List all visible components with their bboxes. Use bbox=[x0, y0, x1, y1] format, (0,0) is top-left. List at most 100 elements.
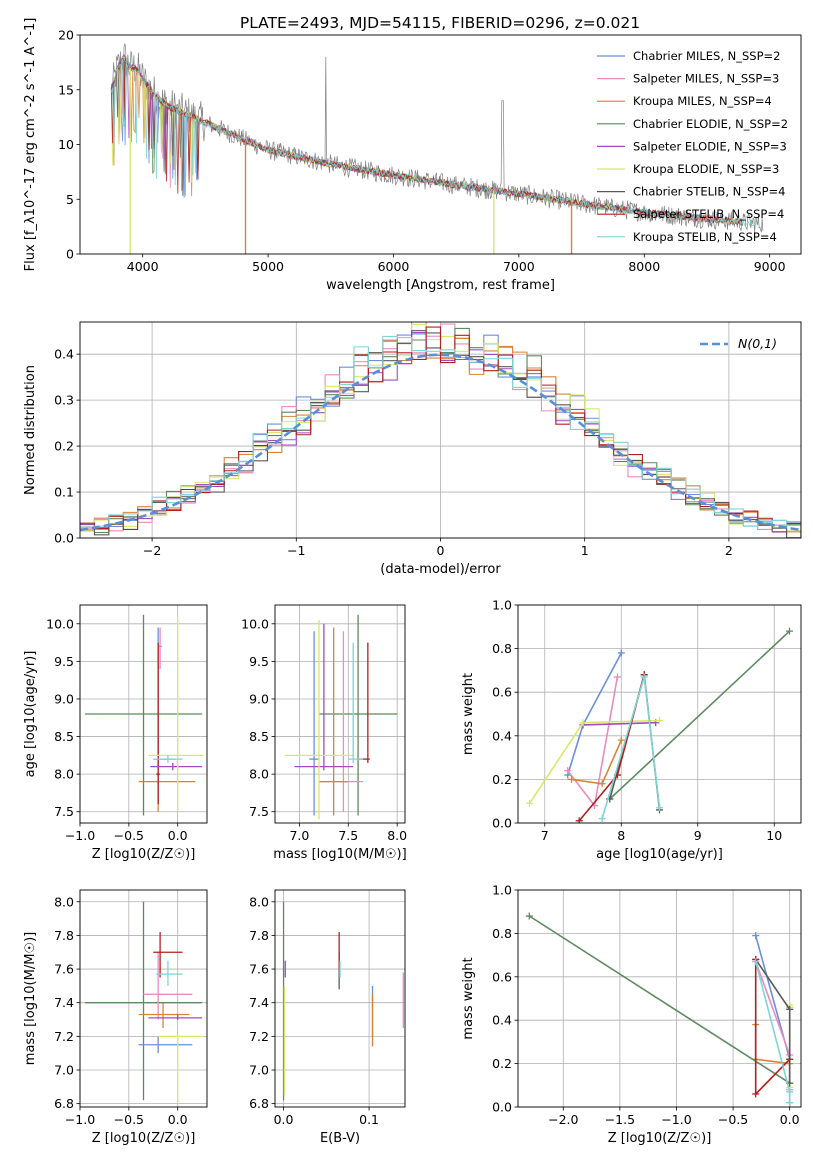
x-axis-label: age [log10(age/yr)] bbox=[596, 847, 723, 862]
x-axis-label: Z [log10(Z/Z☉)] bbox=[92, 847, 196, 862]
x-tick-label: 5000 bbox=[252, 259, 284, 274]
y-tick-label: 7.8 bbox=[249, 928, 269, 943]
data-marker bbox=[752, 958, 760, 966]
x-tick-label: −1.0 bbox=[65, 828, 95, 843]
panel-mass-vs-Z: −1.0 −0.5 0.0 6.8 7.0 7.2 7.4 7.6 7.8 8.0 Z [log10… bbox=[23, 889, 208, 1146]
data-marker bbox=[786, 627, 794, 635]
x-tick-label: 8000 bbox=[628, 259, 660, 274]
x-tick-label: 7.5 bbox=[338, 828, 358, 843]
histogram-series-8 bbox=[80, 335, 801, 528]
errorbar-point bbox=[348, 642, 363, 763]
plot-area bbox=[525, 627, 794, 823]
x-tick-label: 0.0 bbox=[168, 828, 188, 843]
legend-label: Salpeter MILES, N_SSP=3 bbox=[633, 72, 779, 86]
y-tick-label: 7.4 bbox=[249, 995, 269, 1010]
massweight-line-8 bbox=[754, 961, 791, 1103]
data-marker bbox=[752, 932, 760, 940]
y-tick-label: 6.8 bbox=[249, 1096, 269, 1111]
data-marker bbox=[568, 775, 576, 783]
axes-frame bbox=[79, 889, 208, 1108]
x-tick-label: 7 bbox=[541, 828, 549, 843]
y-tick-label: 0.2 bbox=[54, 439, 74, 454]
data-marker bbox=[656, 804, 663, 812]
x-tick-label: −1.0 bbox=[661, 1112, 691, 1127]
errorbar-point bbox=[153, 627, 176, 805]
plot-area bbox=[284, 614, 398, 820]
x-tick-label: −0.5 bbox=[718, 1112, 748, 1127]
data-marker bbox=[613, 673, 621, 681]
model-line-8 bbox=[110, 56, 758, 227]
errorbar-point bbox=[318, 614, 398, 816]
y-axis-label: age [log10(age/yr)] bbox=[23, 651, 38, 778]
y-tick-label: 9.0 bbox=[54, 691, 74, 706]
x-tick-label: −2 bbox=[143, 543, 161, 558]
y-tick-label: 10 bbox=[58, 137, 74, 152]
figure-panels: 4000 5000 6000 7000 8000 900005101520waveleng… bbox=[23, 18, 802, 1146]
axes-frame bbox=[274, 889, 406, 1108]
errorbar-point bbox=[318, 627, 349, 816]
panel-age-vs-Z: −1.0 −0.5 0.0 7.5 8.0 8.5 9.0 9.5 10.0 Z [log10(Z… bbox=[23, 604, 208, 862]
y-tick-label: 20 bbox=[58, 28, 74, 43]
x-tick-label: 6000 bbox=[378, 259, 410, 274]
axes-frame bbox=[79, 604, 208, 824]
y-tick-label: 0.2 bbox=[492, 1056, 512, 1071]
data-marker bbox=[525, 912, 533, 920]
y-tick-label: 7.6 bbox=[249, 962, 269, 977]
errorbar-point bbox=[84, 901, 203, 1101]
y-tick-label: 0.6 bbox=[492, 685, 512, 700]
errorbar-point bbox=[158, 627, 163, 669]
y-tick-label: 1.0 bbox=[492, 883, 512, 898]
panel-residuals: −2 −1 0 1 2 0.0 0.1 0.2 0.3 0.4 (data-model)/error… bbox=[23, 321, 802, 577]
data-marker bbox=[617, 736, 625, 744]
x-tick-label: 0.0 bbox=[780, 1112, 800, 1127]
x-axis-label: mass [log10(M/M☉)] bbox=[273, 847, 406, 862]
histogram-series-0 bbox=[80, 333, 801, 537]
y-tick-label: 0.0 bbox=[492, 816, 512, 831]
y-tick-label: 1.0 bbox=[492, 598, 512, 613]
x-tick-label: −1 bbox=[287, 543, 305, 558]
y-axis-label: Normed distribution bbox=[23, 365, 38, 495]
data-marker bbox=[579, 719, 587, 727]
panel-massweight-vs-age: 7 8 9 10 0.0 0.2 0.4 0.6 0.8 1.0 age [log10(age/yr… bbox=[461, 598, 802, 862]
y-tick-label: 0.0 bbox=[54, 531, 74, 546]
y-tick-label: 10.0 bbox=[46, 616, 74, 631]
x-tick-label: 1 bbox=[581, 543, 589, 558]
massweight-line-5 bbox=[528, 719, 660, 804]
data-marker bbox=[575, 817, 583, 823]
x-tick-label: 0.0 bbox=[168, 1112, 188, 1127]
axes-frame bbox=[274, 604, 406, 824]
y-tick-label: 8.0 bbox=[249, 894, 269, 909]
data-marker bbox=[786, 1088, 794, 1096]
data-marker bbox=[564, 767, 572, 775]
gridlines bbox=[518, 604, 801, 824]
x-tick-label: −1.5 bbox=[605, 1112, 635, 1127]
gridlines bbox=[518, 889, 801, 1108]
legend-label: Kroupa MILES, N_SSP=4 bbox=[633, 94, 772, 108]
data-marker bbox=[598, 815, 606, 823]
panel-massweight-vs-Z: −2.0 −1.5 −1.0 −0.5 0.0 0.0 0.2 0.4 0.6 0.8 1.0 Z [… bbox=[461, 883, 802, 1146]
axes-frame bbox=[79, 321, 802, 539]
y-tick-label: 7.5 bbox=[54, 804, 74, 819]
y-tick-label: 10.0 bbox=[241, 616, 269, 631]
x-tick-label: 7000 bbox=[503, 259, 535, 274]
y-tick-label: 8.5 bbox=[249, 729, 269, 744]
plot-area bbox=[110, 42, 764, 254]
data-marker bbox=[640, 673, 648, 681]
data-marker bbox=[525, 799, 533, 807]
x-tick-label: 8 bbox=[617, 828, 625, 843]
data-marker bbox=[786, 1099, 794, 1107]
x-tick-label: 0 bbox=[437, 543, 445, 558]
y-tick-label: 7.0 bbox=[249, 1062, 269, 1077]
errorbar-point bbox=[358, 642, 370, 763]
x-tick-label: 2 bbox=[725, 543, 733, 558]
errorbar-point bbox=[318, 631, 363, 812]
x-axis-label: wavelength [Angstrom, rest frame] bbox=[326, 278, 555, 293]
x-tick-label: 8.0 bbox=[387, 828, 407, 843]
y-axis-label: Flux [f_λ10^-17 erg cm^-2 s^-1 A^-1] bbox=[23, 18, 38, 272]
plot-area bbox=[282, 901, 404, 1101]
x-tick-label: 0.0 bbox=[274, 1112, 294, 1127]
y-tick-label: 6.8 bbox=[54, 1096, 74, 1111]
y-axis-label: mass weight bbox=[461, 673, 476, 755]
y-tick-label: 0.2 bbox=[492, 772, 512, 787]
massweight-line-4 bbox=[582, 721, 656, 726]
